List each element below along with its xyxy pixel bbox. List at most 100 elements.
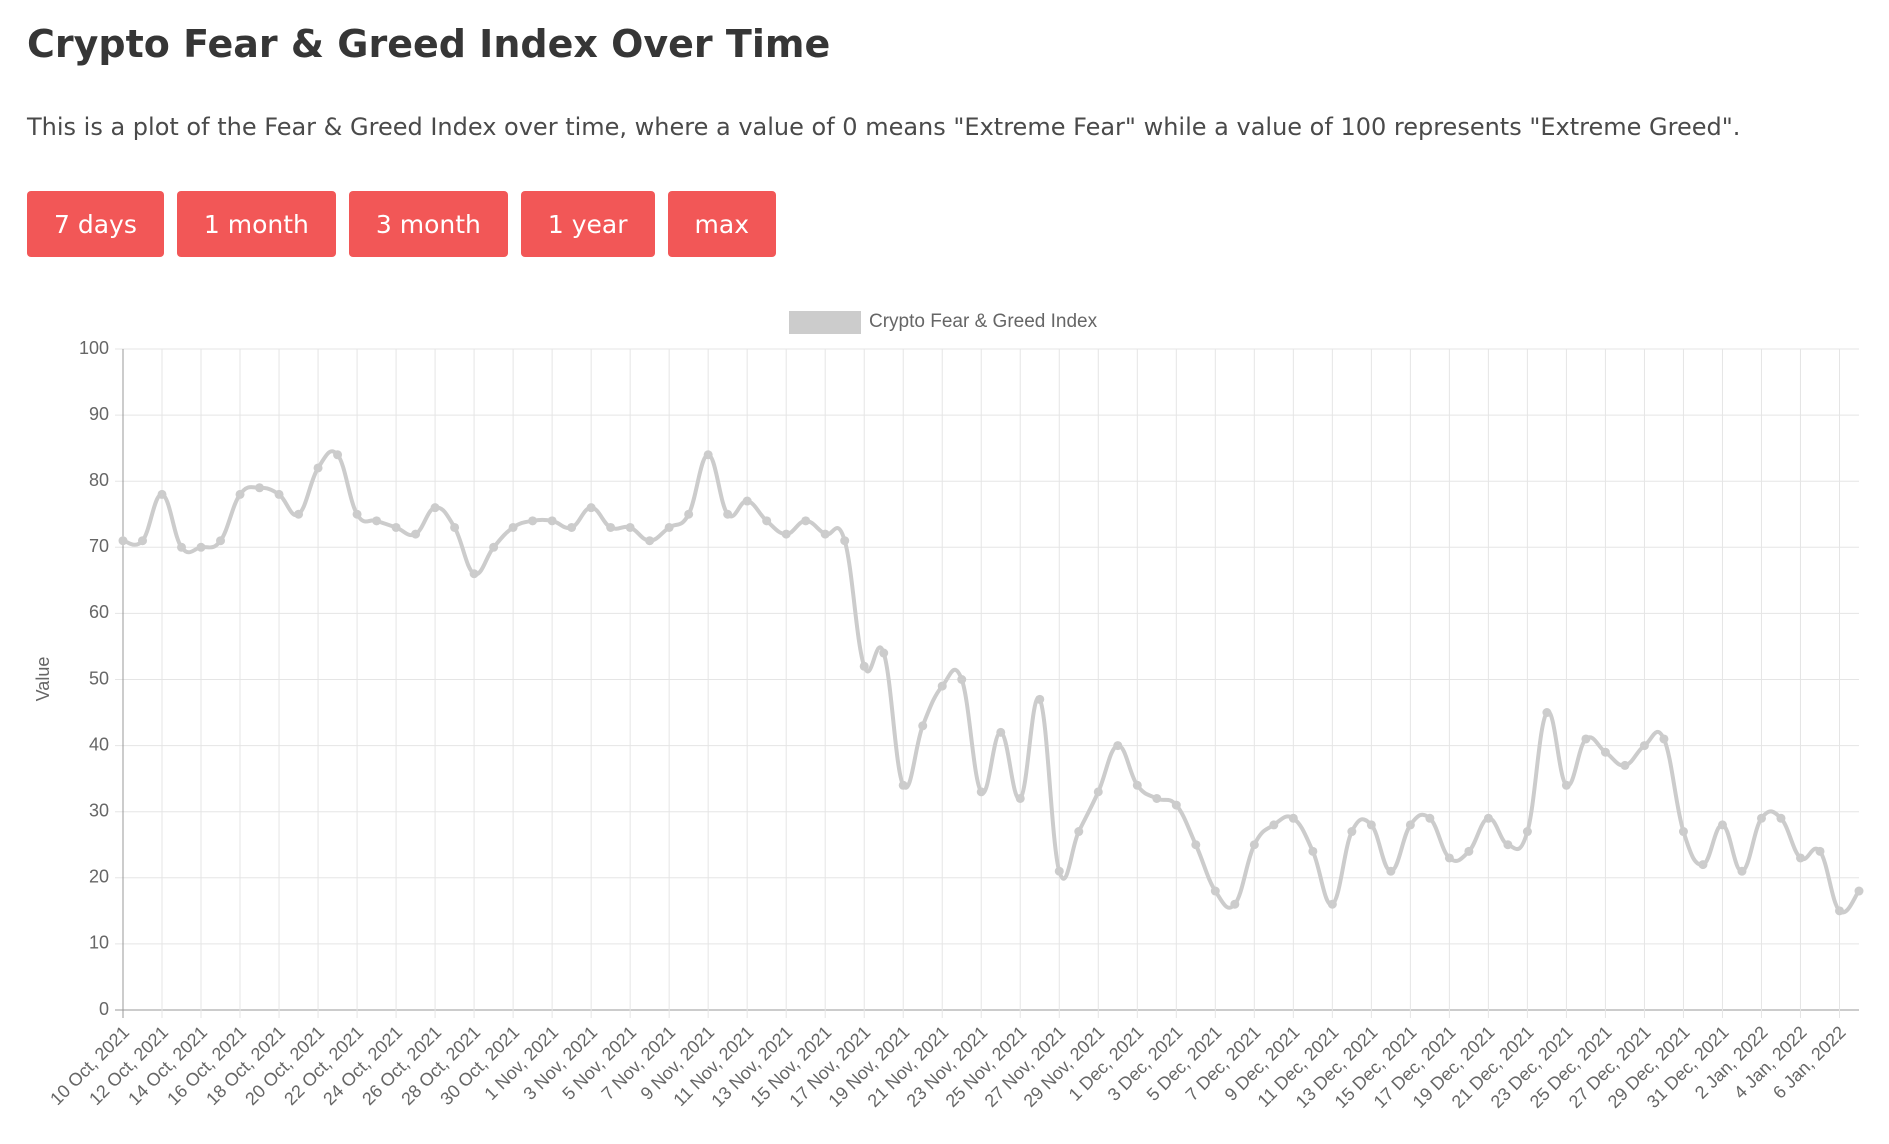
range-button[interactable]: max [667, 191, 776, 257]
data-point [274, 489, 284, 499]
data-point [411, 529, 421, 539]
data-point [1210, 886, 1220, 896]
data-point [1288, 813, 1298, 823]
y-tick-label: 100 [79, 338, 109, 358]
data-point [157, 489, 167, 499]
data-point [1542, 708, 1552, 718]
range-button[interactable]: 1 month [176, 191, 336, 257]
y-tick-label: 60 [89, 602, 109, 622]
data-point [879, 648, 889, 658]
range-button[interactable]: 7 days [27, 191, 164, 257]
data-point [1249, 840, 1259, 850]
data-point [1171, 800, 1181, 810]
data-point [567, 522, 577, 532]
data-point [216, 536, 226, 546]
data-point [333, 450, 343, 460]
data-point [1464, 846, 1474, 856]
data-point [1834, 906, 1844, 916]
data-point [1152, 793, 1162, 803]
data-point [781, 529, 791, 539]
y-axis-title: Value [33, 657, 53, 702]
y-tick-label: 30 [89, 800, 109, 820]
data-point [391, 522, 401, 532]
data-point [508, 522, 518, 532]
description: This is a plot of the Fear & Greed Index… [27, 113, 1741, 141]
data-point [1308, 846, 1318, 856]
data-point [450, 522, 460, 532]
data-point [1015, 793, 1025, 803]
data-point [840, 536, 850, 546]
data-point [430, 503, 440, 513]
data-point [1405, 820, 1415, 830]
data-point [177, 542, 187, 552]
data-point [1776, 813, 1786, 823]
data-point [664, 522, 674, 532]
data-point [1425, 813, 1435, 823]
legend-label[interactable]: Crypto Fear & Greed Index [869, 311, 1098, 332]
data-point [1737, 866, 1747, 876]
data-point [1230, 899, 1240, 909]
data-point [1600, 747, 1610, 757]
data-point [1074, 827, 1084, 837]
data-point [1503, 840, 1513, 850]
data-point [1444, 853, 1454, 863]
data-point [625, 522, 635, 532]
data-point [1659, 734, 1669, 744]
data-point [255, 483, 265, 493]
data-point [1561, 780, 1571, 790]
range-button[interactable]: 1 year [520, 191, 655, 257]
data-point [918, 721, 928, 731]
data-point [996, 727, 1006, 737]
data-point [1035, 694, 1045, 704]
data-point [294, 509, 304, 519]
range-buttons: 7 days 1 month 3 month 1 year max [27, 191, 776, 257]
data-point [489, 542, 499, 552]
data-line [122, 449, 1861, 915]
range-button[interactable]: 3 month [348, 191, 508, 257]
data-point [586, 503, 596, 513]
data-point [1717, 820, 1727, 830]
data-point [313, 463, 323, 473]
data-point [528, 516, 538, 526]
data-point [1093, 787, 1103, 797]
data-point [1483, 813, 1493, 823]
y-tick-label: 80 [89, 470, 109, 490]
y-tick-label: 70 [89, 536, 109, 556]
page-title: Crypto Fear & Greed Index Over Time [27, 22, 831, 66]
y-tick-label: 90 [89, 404, 109, 424]
data-point [723, 509, 733, 519]
y-tick-label: 50 [89, 668, 109, 688]
data-point [1327, 899, 1337, 909]
data-point [352, 509, 362, 519]
data-point [1386, 866, 1396, 876]
data-point [196, 542, 206, 552]
data-point [976, 787, 986, 797]
data-point [1269, 820, 1279, 830]
data-point [235, 489, 245, 499]
data-point [820, 529, 830, 539]
data-point [937, 681, 947, 691]
data-point [898, 780, 908, 790]
data-point [684, 509, 694, 519]
data-point [1698, 860, 1708, 870]
data-point [703, 450, 713, 460]
data-point [957, 675, 967, 684]
y-tick-label: 0 [99, 999, 109, 1019]
data-point [118, 536, 128, 546]
data-point [1366, 820, 1376, 830]
data-point [1113, 741, 1123, 751]
data-point [859, 661, 869, 671]
data-point [645, 536, 655, 546]
y-tick-label: 10 [89, 933, 109, 953]
data-point [1756, 813, 1766, 823]
data-point [1620, 760, 1630, 770]
data-point [762, 516, 772, 526]
legend-swatch [789, 311, 861, 334]
data-point [469, 569, 479, 579]
data-point [1347, 827, 1357, 837]
data-point [801, 516, 811, 526]
data-point [1815, 846, 1825, 856]
y-tick-label: 40 [89, 734, 109, 754]
